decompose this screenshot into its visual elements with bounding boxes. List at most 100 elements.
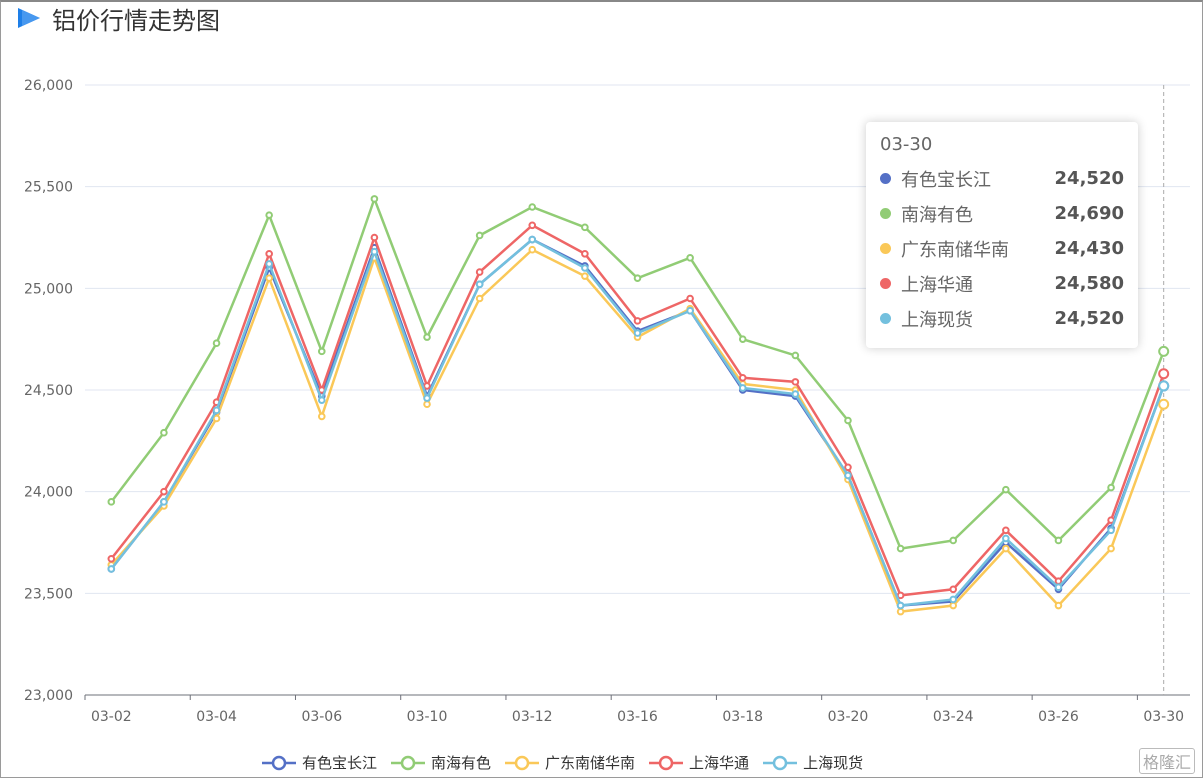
legend-label: 有色宝长江 [302, 754, 378, 772]
data-point [1002, 534, 1010, 543]
series-dot-icon [880, 278, 891, 289]
data-point [265, 249, 273, 258]
legend-line-circle-icon [649, 755, 684, 770]
tooltip-series-name: 上海现货 [901, 309, 973, 331]
data-point [423, 400, 431, 409]
legend-label: 上海华通 [689, 754, 750, 772]
legend-item[interactable]: 有色宝长江 [262, 752, 377, 773]
data-point [317, 396, 326, 404]
data-point [949, 585, 958, 594]
legend-item[interactable]: 上海华通 [649, 752, 749, 773]
series-4 [107, 235, 1170, 610]
data-point [633, 317, 642, 325]
data-point [896, 607, 905, 616]
tooltip-row: 广东南储华南 24,430 [880, 231, 1124, 266]
data-point [1158, 345, 1170, 357]
legend-label: 广东南储华南 [545, 754, 636, 772]
data-point [1158, 380, 1170, 392]
data-point [212, 406, 221, 415]
data-point [844, 471, 852, 480]
data-point [423, 382, 431, 390]
data-point [791, 351, 800, 360]
tooltip-value: 24,430 [1054, 238, 1124, 259]
tooltip-series-name: 广东南储华南 [901, 239, 1009, 261]
data-point [528, 221, 537, 230]
data-point [107, 498, 116, 506]
data-point [1002, 526, 1010, 535]
y-tick-label: 23,000 [24, 688, 73, 704]
data-point [1054, 601, 1063, 610]
data-point [791, 378, 800, 386]
data-point [265, 274, 273, 282]
data-point [475, 280, 484, 289]
data-point [528, 245, 537, 254]
data-point [1107, 526, 1115, 535]
data-point [160, 487, 168, 496]
tooltip-value: 24,580 [1054, 273, 1124, 294]
tooltip-row: 南海有色 24,690 [880, 196, 1124, 231]
data-point [528, 203, 537, 211]
data-point [1054, 536, 1063, 545]
tooltip-value: 24,520 [1054, 168, 1124, 189]
x-tick-label: 03-12 [512, 709, 553, 725]
data-point [686, 294, 694, 303]
legend-item[interactable]: 广东南储华南 [505, 752, 635, 773]
y-tick-label: 24,500 [24, 383, 73, 399]
data-point [265, 211, 273, 219]
legend-item[interactable]: 上海现货 [763, 752, 863, 773]
play-triangle-icon [18, 8, 40, 28]
data-point [160, 428, 168, 437]
data-point [160, 498, 168, 506]
chart-title: 铝价行情走势图 [16, 2, 220, 35]
data-point [1107, 483, 1115, 492]
data-point [949, 536, 958, 545]
watermark-logo: 格隆汇 [1138, 748, 1195, 774]
data-point [475, 231, 484, 240]
data-point [633, 274, 642, 282]
data-point [581, 223, 589, 232]
series-dot-icon [880, 243, 891, 254]
legend-item[interactable]: 南海有色 [391, 752, 491, 773]
data-point [475, 294, 484, 303]
data-point [1158, 398, 1170, 410]
y-tick-label: 24,000 [24, 485, 73, 501]
data-point [1158, 368, 1170, 380]
series-dot-icon [880, 173, 891, 184]
x-tick-label: 03-16 [617, 709, 658, 725]
data-point [370, 233, 379, 242]
series-dot-icon [880, 313, 891, 324]
data-point [1002, 485, 1010, 494]
x-tick-label: 03-04 [196, 709, 237, 725]
data-point [475, 268, 484, 276]
data-point [423, 394, 431, 402]
data-point [738, 335, 747, 343]
data-point [1002, 544, 1010, 553]
legend-line-circle-icon [262, 755, 296, 770]
y-tick-label: 26,000 [24, 78, 73, 94]
series-1 [107, 195, 1170, 553]
x-tick-label: 03-20 [828, 709, 869, 725]
x-tick-label: 03-24 [933, 709, 974, 725]
y-tick-label: 25,000 [24, 281, 73, 297]
x-tick-label: 03-30 [1143, 709, 1184, 725]
data-point [686, 254, 694, 262]
legend-label: 上海现货 [803, 754, 864, 772]
tooltip-series-name: 上海华通 [901, 274, 973, 296]
legend-label: 南海有色 [431, 754, 492, 772]
legend-line-circle-icon [391, 755, 426, 770]
x-tick-label: 03-06 [301, 709, 342, 725]
x-tick-label: 03-18 [722, 709, 763, 725]
data-point [581, 264, 589, 272]
data-point [528, 235, 537, 244]
legend-line-circle-icon [505, 755, 540, 770]
data-point [1054, 577, 1063, 585]
data-point [633, 329, 642, 337]
data-point [844, 463, 852, 472]
x-tick-label: 03-02 [91, 709, 132, 725]
data-point [581, 249, 589, 258]
tooltip-value: 24,520 [1054, 308, 1124, 329]
data-point [896, 544, 905, 553]
x-tick-label: 03-10 [407, 709, 448, 725]
data-point [791, 390, 800, 398]
